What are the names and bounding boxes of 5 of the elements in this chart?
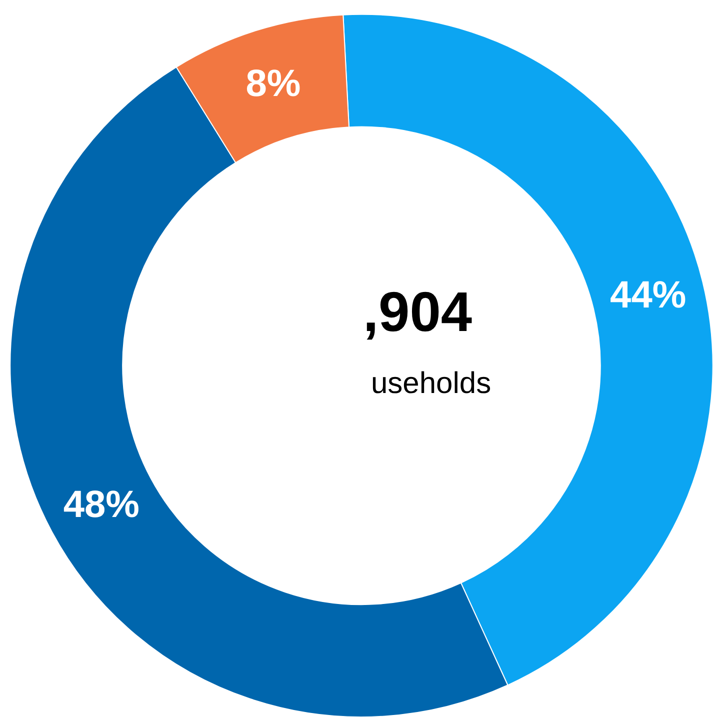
data-label: 44%: [610, 274, 686, 316]
data-label: 48%: [63, 484, 140, 526]
data-label: 8%: [246, 63, 301, 106]
text: useholds: [371, 367, 492, 400]
text: ,904: [363, 280, 472, 343]
